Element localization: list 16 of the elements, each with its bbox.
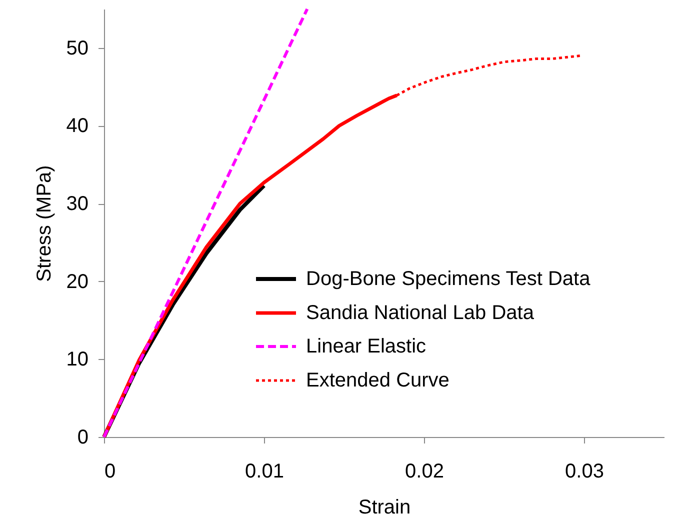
x-tick-label: 0.03 (565, 460, 604, 482)
legend-label: Sandia National Lab Data (306, 302, 535, 324)
legend-label: Linear Elastic (306, 336, 426, 358)
y-tick-label: 10 (66, 348, 88, 371)
y-tick-label: 20 (66, 270, 88, 293)
x-tick-label: 0.01 (245, 460, 284, 482)
x-tick-label: 0.02 (405, 460, 444, 482)
y-tick-label: 0 (77, 426, 88, 448)
legend-label: Extended Curve (306, 370, 450, 392)
y-tick-label: 30 (66, 193, 88, 216)
x-axis-title: Strain (358, 496, 411, 518)
y-tick-label: 40 (66, 115, 88, 138)
legend-label: Dog-Bone Specimens Test Data (306, 268, 592, 290)
y-tick-label: 50 (66, 37, 88, 60)
x-tick-label: 0 (104, 460, 116, 482)
y-axis-title: Stress (MPa) (33, 165, 56, 282)
